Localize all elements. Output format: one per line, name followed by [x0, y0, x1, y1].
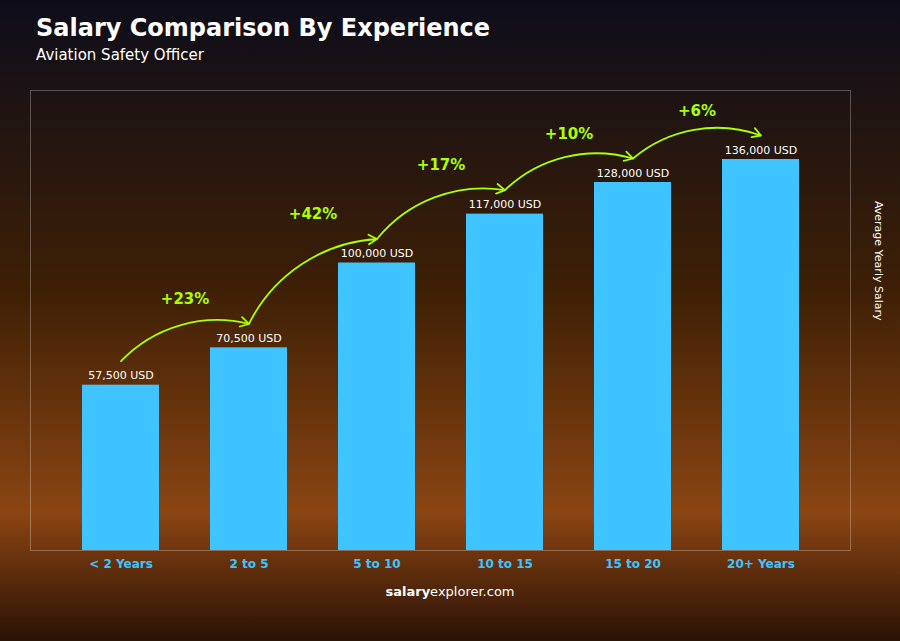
svg-text:128,000 USD: 128,000 USD	[597, 167, 670, 180]
svg-text:2 to 5: 2 to 5	[229, 557, 268, 571]
svg-text:+6%: +6%	[678, 102, 716, 120]
svg-text:57,500 USD: 57,500 USD	[88, 369, 154, 382]
svg-text:15 to 20: 15 to 20	[605, 557, 661, 571]
svg-text:Average Yearly Salary: Average Yearly Salary	[872, 201, 885, 321]
svg-text:+42%: +42%	[289, 205, 337, 223]
svg-text:+17%: +17%	[417, 156, 465, 174]
svg-text:20+ Years: 20+ Years	[727, 557, 795, 571]
svg-text:10 to 15: 10 to 15	[477, 557, 533, 571]
html-text:salary explorer.com: salary explorer.com	[385, 584, 515, 599]
html-text:Salary Comparison By Experienc: Salary Comparison By Experience	[36, 14, 491, 42]
svg-text:70,500 USD: 70,500 USD	[216, 332, 282, 345]
svg-text:136,000 USD: 136,000 USD	[725, 144, 798, 157]
svg-text:+10%: +10%	[545, 125, 593, 143]
svg-text:< 2 Years: < 2 Years	[89, 557, 153, 571]
svg-text:+23%: +23%	[161, 290, 209, 308]
html-text:Aviation Safety Officer: Aviation Safety Officer	[36, 46, 204, 64]
svg-text:5 to 10: 5 to 10	[353, 557, 400, 571]
svg-text:117,000 USD: 117,000 USD	[469, 198, 542, 211]
svg-text:100,000 USD: 100,000 USD	[341, 247, 414, 260]
